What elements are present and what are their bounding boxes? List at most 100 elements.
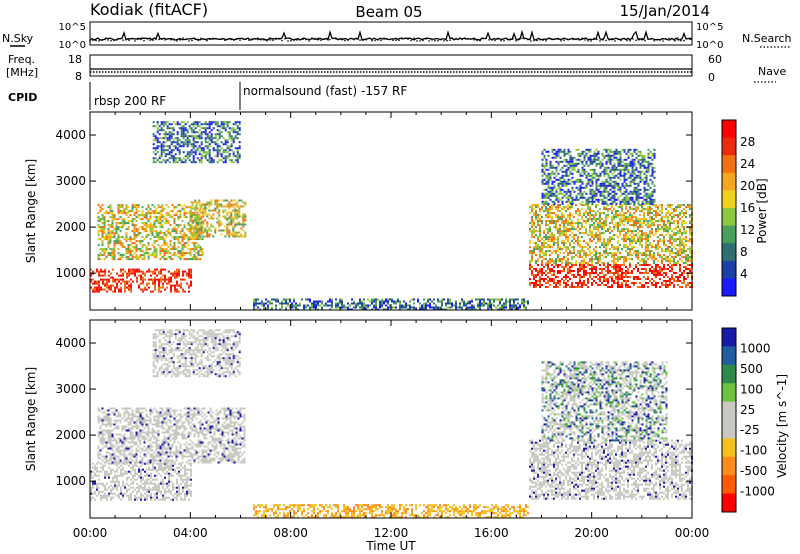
echo-cell bbox=[629, 220, 631, 223]
echo-cell bbox=[651, 270, 653, 272]
echo-cell bbox=[196, 149, 199, 152]
echo-cell bbox=[547, 182, 550, 185]
echo-cell bbox=[547, 262, 549, 265]
echo-cell bbox=[607, 198, 610, 201]
echo-cell bbox=[669, 260, 671, 263]
echo-cell bbox=[563, 214, 565, 217]
echo-cell bbox=[156, 131, 159, 134]
echo-cell bbox=[533, 228, 535, 231]
echo-cell bbox=[154, 286, 156, 289]
echo-cell bbox=[609, 184, 612, 187]
echo-cell bbox=[181, 238, 184, 241]
echo-cell bbox=[539, 270, 541, 272]
echo-cell bbox=[257, 298, 259, 301]
echo-cell bbox=[587, 278, 589, 280]
echo-cell bbox=[196, 121, 199, 124]
echo-cell bbox=[667, 256, 669, 259]
echo-cell bbox=[675, 272, 677, 274]
echo-cell bbox=[563, 220, 565, 223]
echo-cell bbox=[160, 270, 162, 273]
echo-cell bbox=[159, 218, 162, 221]
echo-cell bbox=[671, 230, 673, 233]
echo-cell bbox=[155, 230, 158, 233]
echo-cell bbox=[176, 143, 179, 146]
echo-cell bbox=[577, 180, 580, 183]
echo-cell bbox=[109, 234, 112, 237]
echo-cell bbox=[111, 222, 114, 225]
echo-cell bbox=[605, 160, 608, 163]
echo-cell bbox=[635, 198, 638, 201]
echo-cell bbox=[605, 214, 607, 217]
echo-cell bbox=[553, 212, 555, 215]
echo-cell bbox=[619, 206, 621, 209]
echo-cell bbox=[161, 220, 164, 223]
nsearch-point bbox=[551, 38, 553, 40]
echo-cell bbox=[667, 226, 669, 229]
echo-cell bbox=[607, 166, 610, 169]
echo-cell bbox=[547, 220, 549, 223]
echo-cell bbox=[261, 300, 263, 303]
echo-cell bbox=[109, 208, 112, 211]
echo-cell bbox=[601, 268, 603, 270]
echo-cell bbox=[101, 242, 104, 245]
echo-cell bbox=[653, 224, 655, 227]
echo-cell bbox=[637, 202, 640, 205]
echo-cell bbox=[563, 190, 566, 193]
echo-cell bbox=[653, 184, 656, 187]
echo-cell bbox=[230, 223, 233, 226]
echo-cell bbox=[157, 232, 160, 235]
echo-cell bbox=[587, 208, 589, 211]
echo-cell bbox=[166, 145, 169, 148]
echo-cell bbox=[172, 139, 175, 142]
echo-cell bbox=[200, 141, 203, 144]
nsearch-point bbox=[563, 39, 565, 41]
echo-cell bbox=[681, 210, 683, 213]
echo-cell bbox=[605, 168, 608, 171]
echo-cell bbox=[168, 131, 171, 134]
echo-cell bbox=[222, 125, 225, 128]
echo-cell bbox=[238, 199, 241, 202]
echo-cell bbox=[581, 162, 584, 165]
echo-cell bbox=[149, 224, 152, 227]
echo-cell bbox=[163, 258, 166, 261]
echo-cell bbox=[232, 209, 235, 212]
echo-cell bbox=[208, 149, 211, 152]
echo-cell bbox=[563, 282, 565, 284]
echo-cell bbox=[545, 220, 547, 223]
echo-cell bbox=[661, 216, 663, 219]
echo-cell bbox=[177, 224, 180, 227]
nsearch-point bbox=[314, 37, 316, 40]
echo-cell bbox=[541, 180, 544, 183]
echo-cell bbox=[230, 221, 233, 224]
echo-cell bbox=[535, 210, 537, 213]
echo-cell bbox=[271, 298, 273, 301]
echo-cell bbox=[569, 242, 571, 245]
echo-cell bbox=[124, 290, 126, 293]
echo-cell bbox=[679, 266, 681, 268]
echo-cell bbox=[607, 244, 609, 247]
echo-cell bbox=[171, 246, 174, 249]
echo-cell bbox=[187, 236, 190, 239]
echo-cell bbox=[585, 182, 588, 185]
echo-cell bbox=[561, 212, 563, 215]
echo-cell bbox=[206, 215, 209, 218]
echo-cell bbox=[549, 234, 551, 237]
echo-cell bbox=[623, 240, 625, 243]
echo-cell bbox=[154, 137, 157, 140]
echo-cell bbox=[214, 201, 217, 204]
echo-cell bbox=[162, 149, 165, 152]
echo-cell bbox=[160, 286, 162, 289]
echo-cell bbox=[212, 127, 215, 130]
echo-cell bbox=[218, 225, 221, 228]
echo-cell bbox=[679, 248, 681, 251]
echo-cell bbox=[579, 262, 581, 265]
echo-cell bbox=[191, 204, 194, 207]
echo-cell bbox=[581, 160, 584, 163]
echo-cell bbox=[226, 125, 229, 128]
echo-cell bbox=[549, 208, 551, 211]
echo-cell bbox=[147, 204, 150, 207]
echo-cell bbox=[158, 125, 161, 128]
echo-cell bbox=[583, 212, 585, 215]
echo-cell bbox=[168, 139, 171, 142]
echo-cell bbox=[100, 278, 102, 281]
